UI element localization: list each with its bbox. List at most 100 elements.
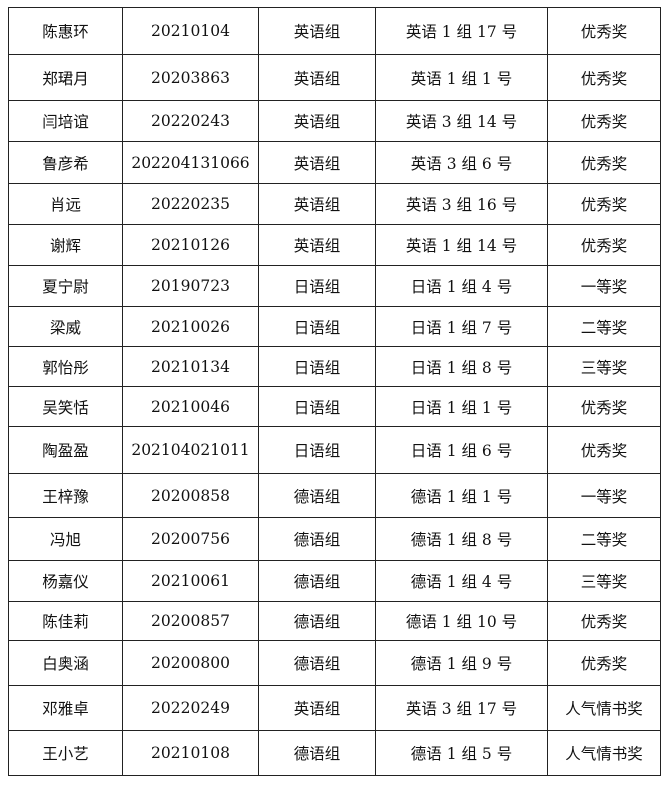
group-number-cell: 英语 3 组 6 号 <box>375 141 548 184</box>
student-name-cell: 闫培谊 <box>8 100 123 142</box>
student-name-cell: 夏宁尉 <box>8 265 123 307</box>
table-row: 谢辉 20210126 英语组 英语 1 组 14 号优秀奖 <box>8 224 661 266</box>
table-row: 肖远 20220235 英语组 英语 3 组 16 号优秀奖 <box>8 183 661 225</box>
award-cell: 一等奖 <box>547 473 661 518</box>
group-cell: 德语组 <box>258 517 376 561</box>
award-cell: 优秀奖 <box>547 141 661 184</box>
group-number-cell: 德语 1 组 4 号 <box>375 560 548 602</box>
student-id-cell: 20220235 <box>122 183 259 225</box>
award-cell: 优秀奖 <box>547 100 661 142</box>
table-row: 陈佳莉 20200857 德语组 德语 1 组 10 号优秀奖 <box>8 601 661 641</box>
student-name-cell: 杨嘉仪 <box>8 560 123 602</box>
group-number-cell: 英语 3 组 16 号 <box>375 183 548 225</box>
award-cell: 优秀奖 <box>547 183 661 225</box>
student-id-cell: 20220249 <box>122 685 259 731</box>
student-name-cell: 陈佳莉 <box>8 601 123 641</box>
student-id-cell: 20220243 <box>122 100 259 142</box>
group-number-cell: 英语 3 组 14 号 <box>375 100 548 142</box>
group-number-cell: 德语 1 组 9 号 <box>375 640 548 686</box>
student-id-cell: 20200756 <box>122 517 259 561</box>
award-cell: 优秀奖 <box>547 601 661 641</box>
award-cell: 优秀奖 <box>547 7 661 55</box>
award-cell: 优秀奖 <box>547 426 661 474</box>
student-id-cell: 20210104 <box>122 7 259 55</box>
table-row: 吴笑恬 20210046 日语组 日语 1 组 1 号优秀奖 <box>8 386 661 427</box>
table-row: 郑珺月 20203863 英语组 英语 1 组 1 号优秀奖 <box>8 54 661 101</box>
student-name-cell: 陶盈盈 <box>8 426 123 474</box>
group-number-cell: 英语 1 组 17 号 <box>375 7 548 55</box>
table-row: 夏宁尉 20190723 日语组 日语 1 组 4 号一等奖 <box>8 265 661 307</box>
student-id-cell: 20210108 <box>122 730 259 776</box>
group-cell: 德语组 <box>258 601 376 641</box>
student-id-cell: 20203863 <box>122 54 259 101</box>
group-number-cell: 英语 1 组 14 号 <box>375 224 548 266</box>
student-name-cell: 王梓豫 <box>8 473 123 518</box>
table-row: 郭怡彤 20210134 日语组 日语 1 组 8 号三等奖 <box>8 346 661 387</box>
student-id-cell: 20210026 <box>122 306 259 347</box>
table-row: 梁威 20210026 日语组 日语 1 组 7 号二等奖 <box>8 306 661 347</box>
student-name-cell: 冯旭 <box>8 517 123 561</box>
award-cell: 二等奖 <box>547 517 661 561</box>
group-number-cell: 日语 1 组 1 号 <box>375 386 548 427</box>
table-row: 陶盈盈 202104021011 日语组 日语 1 组 6 号优秀奖 <box>8 426 661 474</box>
group-number-cell: 日语 1 组 8 号 <box>375 346 548 387</box>
group-cell: 英语组 <box>258 685 376 731</box>
group-number-cell: 德语 1 组 1 号 <box>375 473 548 518</box>
award-cell: 三等奖 <box>547 560 661 602</box>
group-number-cell: 英语 1 组 1 号 <box>375 54 548 101</box>
table-row: 王梓豫 20200858 德语组 德语 1 组 1 号一等奖 <box>8 473 661 518</box>
award-cell: 优秀奖 <box>547 640 661 686</box>
award-cell: 人气情书奖 <box>547 685 661 731</box>
award-cell: 优秀奖 <box>547 386 661 427</box>
student-name-cell: 郭怡彤 <box>8 346 123 387</box>
student-id-cell: 20210061 <box>122 560 259 602</box>
award-cell: 优秀奖 <box>547 54 661 101</box>
student-id-cell: 202104021011 <box>122 426 259 474</box>
award-table: 陈惠环 20210104 英语组 英语 1 组 17 号优秀奖 郑珺月 20203863 英… <box>8 7 661 776</box>
student-id-cell: 20210046 <box>122 386 259 427</box>
group-cell: 英语组 <box>258 100 376 142</box>
table-row: 王小艺 20210108 德语组 德语 1 组 5 号人气情书奖 <box>8 730 661 776</box>
award-cell: 二等奖 <box>547 306 661 347</box>
student-name-cell: 肖远 <box>8 183 123 225</box>
table-row: 陈惠环 20210104 英语组 英语 1 组 17 号优秀奖 <box>8 7 661 55</box>
student-id-cell: 20200857 <box>122 601 259 641</box>
group-cell: 德语组 <box>258 640 376 686</box>
table-row: 杨嘉仪 20210061 德语组 德语 1 组 4 号三等奖 <box>8 560 661 602</box>
table-row: 冯旭 20200756 德语组 德语 1 组 8 号二等奖 <box>8 517 661 561</box>
group-number-cell: 德语 1 组 5 号 <box>375 730 548 776</box>
student-id-cell: 20200858 <box>122 473 259 518</box>
group-cell: 英语组 <box>258 183 376 225</box>
group-cell: 英语组 <box>258 141 376 184</box>
group-cell: 英语组 <box>258 224 376 266</box>
group-cell: 英语组 <box>258 54 376 101</box>
table-row: 白奥涵 20200800 德语组 德语 1 组 9 号优秀奖 <box>8 640 661 686</box>
student-id-cell: 20200800 <box>122 640 259 686</box>
table-row: 鲁彦希 202204131066 英语组 英语 3 组 6 号优秀奖 <box>8 141 661 184</box>
group-number-cell: 德语 1 组 8 号 <box>375 517 548 561</box>
award-cell: 优秀奖 <box>547 224 661 266</box>
award-cell: 一等奖 <box>547 265 661 307</box>
group-cell: 德语组 <box>258 560 376 602</box>
student-name-cell: 郑珺月 <box>8 54 123 101</box>
student-name-cell: 谢辉 <box>8 224 123 266</box>
student-id-cell: 20210134 <box>122 346 259 387</box>
group-cell: 日语组 <box>258 306 376 347</box>
group-cell: 德语组 <box>258 730 376 776</box>
student-id-cell: 202204131066 <box>122 141 259 184</box>
group-number-cell: 日语 1 组 7 号 <box>375 306 548 347</box>
student-name-cell: 陈惠环 <box>8 7 123 55</box>
student-id-cell: 20210126 <box>122 224 259 266</box>
student-name-cell: 白奥涵 <box>8 640 123 686</box>
table-row: 邓雅卓 20220249 英语组 英语 3 组 17 号人气情书奖 <box>8 685 661 731</box>
group-number-cell: 日语 1 组 6 号 <box>375 426 548 474</box>
group-number-cell: 日语 1 组 4 号 <box>375 265 548 307</box>
group-cell: 日语组 <box>258 265 376 307</box>
group-cell: 日语组 <box>258 426 376 474</box>
student-name-cell: 王小艺 <box>8 730 123 776</box>
award-cell: 三等奖 <box>547 346 661 387</box>
award-cell: 人气情书奖 <box>547 730 661 776</box>
group-number-cell: 德语 1 组 10 号 <box>375 601 548 641</box>
student-name-cell: 吴笑恬 <box>8 386 123 427</box>
student-name-cell: 邓雅卓 <box>8 685 123 731</box>
